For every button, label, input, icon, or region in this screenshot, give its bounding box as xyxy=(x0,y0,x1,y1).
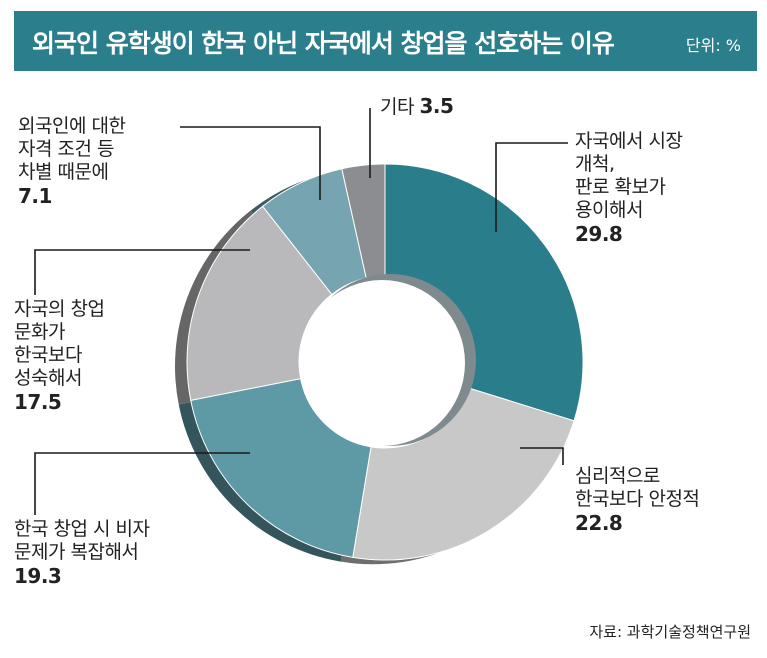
slice-label-line: 차별 때문에 xyxy=(18,161,109,183)
slice-value: 3.5 xyxy=(419,94,454,118)
slice-label: 자국의 창업 문화가 한국보다 성숙해서 17.5 xyxy=(14,298,105,414)
slice-label-line: 문화가 xyxy=(14,321,65,343)
donut-slice xyxy=(190,378,372,558)
slice-label-line: 한국보다 안정적 xyxy=(575,488,700,510)
leader-line xyxy=(34,249,250,295)
slice-label-name: 기타 xyxy=(380,96,420,118)
slice-label-line: 한국보다 xyxy=(14,344,82,366)
leader-line xyxy=(180,126,321,200)
slice-label-line: 심리적으로 xyxy=(575,465,660,487)
chart-title: 외국인 유학생이 한국 아닌 자국에서 창업을 선호하는 이유 xyxy=(32,29,615,58)
slice-label-line: 문제가 복잡해서 xyxy=(14,541,139,563)
leader-line xyxy=(495,142,568,232)
slice-label-line: 개척, xyxy=(575,153,615,175)
slice-value: 22.8 xyxy=(575,511,623,535)
slice-label-line: 자국의 창업 xyxy=(14,298,105,320)
slice-label: 외국인에 대한 자격 조건 등 차별 때문에 7.1 xyxy=(18,115,126,208)
source-note: 자료: 과학기술정책연구원 xyxy=(589,623,751,641)
slice-label-line: 자국에서 시장 xyxy=(575,130,683,152)
leader-line xyxy=(34,452,250,515)
slice-value: 17.5 xyxy=(14,390,62,414)
donut-hole xyxy=(299,280,465,446)
unit-label: 단위: % xyxy=(685,36,741,55)
title-bar: 외국인 유학생이 한국 아닌 자국에서 창업을 선호하는 이유 단위: % xyxy=(14,11,757,71)
slice-label: 기타 3.5 xyxy=(380,94,454,119)
slice-label-line: 성숙해서 xyxy=(14,367,82,389)
slice-label: 한국 창업 시 비자 문제가 복잡해서 19.3 xyxy=(14,518,150,588)
donut-slice xyxy=(186,205,333,401)
slice-label-line: 용이해서 xyxy=(575,199,643,221)
slice-value: 19.3 xyxy=(14,564,62,588)
slice-value: 29.8 xyxy=(575,222,623,246)
slice-value: 7.1 xyxy=(18,184,52,208)
slice-label-line: 자격 조건 등 xyxy=(18,138,114,160)
slice-label: 자국에서 시장 개척, 판로 확보가 용이해서 29.8 xyxy=(575,130,683,246)
slice-label-line: 판로 확보가 xyxy=(575,176,666,198)
slice-label-line: 외국인에 대한 xyxy=(18,115,126,137)
slice-label-line: 한국 창업 시 비자 xyxy=(14,518,150,540)
slice-label: 심리적으로 한국보다 안정적 22.8 xyxy=(575,465,700,535)
leader-line xyxy=(520,447,564,465)
